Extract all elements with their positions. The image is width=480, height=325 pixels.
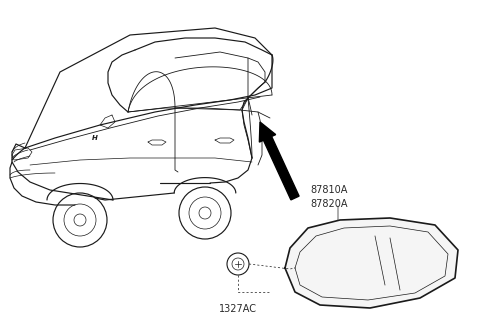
FancyArrow shape xyxy=(259,122,299,200)
Text: 1327AC: 1327AC xyxy=(219,304,257,314)
Polygon shape xyxy=(285,218,458,308)
Text: 87820A: 87820A xyxy=(310,199,348,209)
Text: 87810A: 87810A xyxy=(310,185,348,195)
Text: H: H xyxy=(92,135,98,141)
